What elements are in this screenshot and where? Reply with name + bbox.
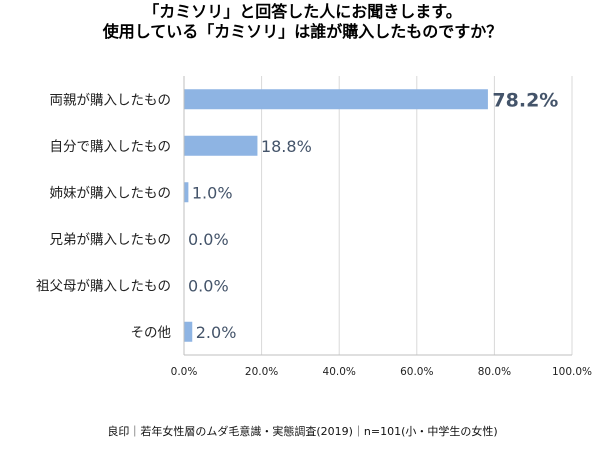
value-label: 78.2% [492,89,558,111]
value-label: 1.0% [192,183,233,202]
value-label: 18.8% [261,137,312,156]
category-label: 自分で購入したもの [50,139,172,155]
value-label: 0.0% [188,230,229,249]
x-tick-label: 100.0% [552,366,592,378]
x-tick-label: 0.0% [171,366,198,378]
x-tick-label: 20.0% [245,366,278,378]
title-line-1: 「カミソリ」と回答した人にお聞きします。 [143,2,462,21]
labels: 0.0% 20.0% 40.0% 60.0% 80.0% 100.0% 両親が購入したもの 7… [36,89,592,378]
gridlines [261,76,573,355]
category-label: 両親が購入したもの [50,92,172,108]
value-label: 2.0% [196,323,237,342]
category-label: 兄弟が購入したもの [50,232,172,248]
bar [184,89,488,110]
axes [183,76,572,356]
x-tick-label: 80.0% [478,366,511,378]
value-label: 0.0% [188,276,229,295]
category-label: その他 [131,325,172,341]
bar [184,135,258,156]
source-note: 良印｜若年女性層のムダ毛意識・実態調査(2019)｜n=101(小・中学生の女性… [107,425,498,438]
x-tick-label: 40.0% [323,366,356,378]
bar [184,182,189,203]
category-label: 姉妹が購入したもの [50,185,172,201]
category-label: 祖父母が購入したもの [36,278,171,294]
title-line-2: 使用している「カミソリ」は誰が購入したものですか？ [102,22,503,41]
chart-title: 「カミソリ」と回答した人にお聞きします。 使用している「カミソリ」は誰が購入した… [0,0,605,42]
x-tick-label: 60.0% [400,366,433,378]
bar [184,321,193,342]
bars [184,89,488,342]
